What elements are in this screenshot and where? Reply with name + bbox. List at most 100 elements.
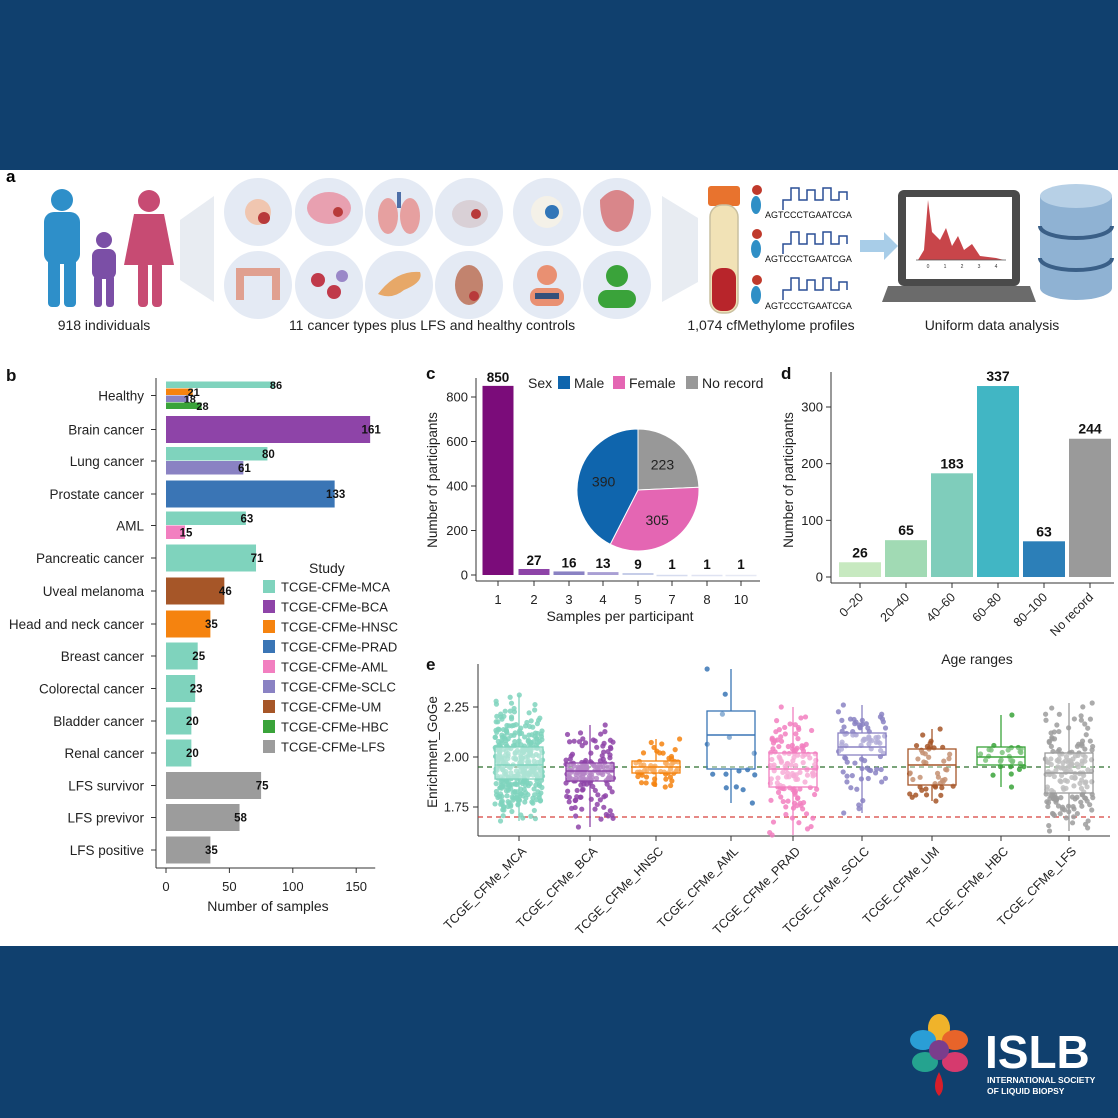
data-point bbox=[533, 797, 540, 803]
category-label: Healthy bbox=[98, 389, 144, 404]
legend-label: TCGE-CFMe-LFS bbox=[281, 740, 385, 755]
data-point bbox=[496, 742, 502, 748]
methylation-sequences: AGTCCCTGAATCGA AGTCCCTGAATCGA AGTCCCTGAA… bbox=[751, 185, 852, 311]
colon-icon bbox=[224, 251, 292, 319]
data-point bbox=[840, 702, 846, 708]
data-point bbox=[527, 723, 533, 730]
data-label: 161 bbox=[362, 425, 382, 437]
data-point bbox=[839, 742, 845, 748]
data-point bbox=[1084, 784, 1090, 790]
data-label: 35 bbox=[205, 619, 218, 631]
data-point bbox=[493, 781, 499, 787]
logo-line-2: OF LIQUID BIOPSY bbox=[987, 1086, 1065, 1096]
bar bbox=[885, 540, 927, 577]
bar bbox=[166, 381, 276, 388]
panel-d-letter: d bbox=[781, 364, 791, 383]
data-point bbox=[514, 773, 521, 779]
data-point bbox=[865, 775, 871, 782]
data-point bbox=[847, 716, 854, 722]
data-point bbox=[803, 811, 810, 817]
category-label: LFS survivor bbox=[68, 779, 144, 794]
bar bbox=[166, 610, 211, 638]
data-point bbox=[722, 691, 728, 697]
data-point bbox=[502, 708, 508, 714]
data-point bbox=[778, 704, 784, 710]
panel-d-chart: d 0 100 200 300 Number of participants 26 0–20 6… bbox=[781, 364, 1114, 667]
data-point bbox=[522, 723, 529, 729]
data-point bbox=[780, 798, 786, 805]
bar bbox=[725, 574, 757, 577]
data-point bbox=[1085, 767, 1091, 773]
data-point bbox=[946, 756, 952, 762]
pie-slice bbox=[576, 428, 639, 545]
data-point bbox=[518, 791, 524, 797]
data-point bbox=[1078, 799, 1084, 805]
data-point bbox=[800, 799, 807, 806]
data-point bbox=[988, 747, 994, 753]
data-point bbox=[800, 760, 806, 766]
box bbox=[768, 752, 818, 788]
laptop-tick-label: 3 bbox=[978, 264, 981, 270]
legend-label: TCGE-CFMe-BCA bbox=[281, 600, 388, 615]
bar bbox=[166, 447, 268, 461]
data-point bbox=[1070, 803, 1076, 810]
data-point bbox=[1090, 795, 1096, 801]
data-point bbox=[907, 770, 913, 776]
data-point bbox=[505, 774, 511, 780]
data-point bbox=[598, 731, 604, 737]
bar bbox=[166, 544, 257, 572]
pie-slice bbox=[609, 486, 700, 552]
bar bbox=[977, 386, 1019, 577]
data-point bbox=[1051, 729, 1057, 735]
x-tick-label: 80–100 bbox=[1011, 590, 1050, 629]
data-point bbox=[1057, 778, 1063, 784]
data-point bbox=[525, 758, 532, 764]
data-point bbox=[640, 750, 647, 756]
data-point bbox=[933, 798, 939, 804]
pie-legend-label: No record bbox=[702, 375, 763, 391]
data-point bbox=[594, 744, 600, 750]
category-label: Breast cancer bbox=[61, 649, 145, 664]
data-point bbox=[643, 780, 649, 786]
data-point bbox=[939, 785, 945, 791]
x-axis-label: Samples per participant bbox=[546, 608, 693, 624]
data-label: 71 bbox=[251, 553, 264, 565]
x-axis-label: Number of samples bbox=[207, 898, 328, 914]
data-label: 46 bbox=[219, 586, 232, 598]
data-point bbox=[501, 733, 507, 740]
data-point bbox=[1089, 807, 1095, 813]
data-point bbox=[873, 739, 879, 745]
data-point bbox=[1048, 793, 1054, 799]
data-point bbox=[523, 790, 529, 796]
data-point bbox=[923, 760, 929, 766]
data-point bbox=[577, 730, 584, 736]
data-point bbox=[1071, 783, 1077, 789]
data-point bbox=[869, 738, 875, 744]
category-label: LFS previvor bbox=[67, 811, 144, 826]
data-point bbox=[800, 753, 806, 759]
data-point bbox=[505, 779, 512, 786]
data-label: 20 bbox=[186, 716, 199, 728]
data-point bbox=[526, 770, 532, 777]
data-point bbox=[926, 754, 932, 760]
y-tick-label: 2.00 bbox=[444, 750, 469, 765]
data-point bbox=[795, 736, 801, 742]
data-label: 15 bbox=[180, 528, 193, 540]
data-label: 28 bbox=[196, 401, 208, 413]
box bbox=[494, 746, 544, 780]
data-point bbox=[516, 749, 522, 756]
data-point bbox=[595, 792, 601, 798]
data-point bbox=[492, 801, 498, 807]
data-point bbox=[566, 799, 572, 805]
data-point bbox=[1046, 739, 1052, 745]
data-point bbox=[505, 799, 511, 805]
data-point bbox=[1056, 728, 1062, 735]
data-label: 133 bbox=[326, 489, 345, 501]
logo-line-1: INTERNATIONAL SOCIETY bbox=[987, 1075, 1096, 1085]
data-point bbox=[663, 776, 669, 782]
x-tick-label: 8 bbox=[703, 592, 710, 607]
data-point bbox=[576, 739, 583, 745]
data-point bbox=[934, 770, 941, 776]
data-point bbox=[719, 711, 726, 717]
bar bbox=[166, 480, 335, 508]
